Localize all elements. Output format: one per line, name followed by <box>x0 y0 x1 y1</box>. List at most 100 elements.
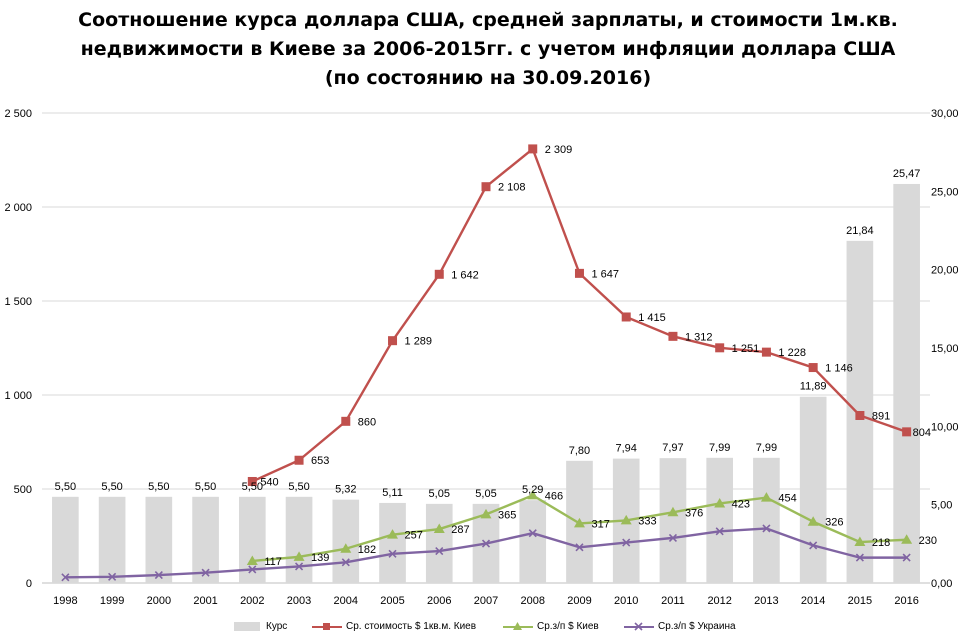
bar-data-label: 7,80 <box>569 445 590 457</box>
triangle-marker <box>246 555 258 566</box>
triangle-marker <box>901 534 913 544</box>
x-axis-tick-label: 2005 <box>380 595 404 607</box>
bar <box>659 458 687 583</box>
bar <box>893 183 920 583</box>
bar-data-label: 5,05 <box>429 488 450 500</box>
triangle-marker <box>667 506 679 517</box>
bar <box>519 500 547 583</box>
triangle-marker <box>807 516 819 526</box>
triangle-marker <box>854 536 866 547</box>
salary-kiev-data-label: 326 <box>825 517 843 529</box>
x-marker <box>481 539 491 548</box>
x-axis-tick-label: 2000 <box>147 595 171 607</box>
price-data-label: 891 <box>872 410 890 422</box>
chart-title-line-2: недвижимости в Киеве за 2006-2015гг. с у… <box>80 38 896 60</box>
salary-kiev-data-label: 466 <box>545 490 563 502</box>
salary-kiev-data-label: 454 <box>778 493 796 505</box>
bar <box>285 496 313 583</box>
x-axis-tick-label: 2009 <box>567 595 591 607</box>
chart-title-line-1: Соотношение курса доллара США, средней з… <box>78 9 898 31</box>
left-axis-tick-label: 0 <box>26 578 32 590</box>
triangle-marker <box>527 489 539 500</box>
x-marker <box>668 533 678 542</box>
right-axis-tick-label: 5,00 <box>931 500 952 512</box>
x-marker <box>294 562 304 571</box>
legend: Курс Ср. стоимость $ 1кв.м. Киев Ср.з/п … <box>0 620 976 636</box>
square-marker <box>808 363 818 373</box>
x-marker <box>809 541 818 550</box>
legend-label-price: Ср. стоимость $ 1кв.м. Киев <box>346 621 477 632</box>
salary-kiev-data-label: 365 <box>498 509 516 521</box>
salary-kiev-data-label: 376 <box>685 507 703 519</box>
square-marker <box>902 427 912 437</box>
x-marker <box>201 568 210 577</box>
triangle-marker <box>760 492 772 502</box>
bar <box>98 496 126 583</box>
x-axis-tick-label: 2002 <box>240 595 264 607</box>
left-axis-tick-label: 1 500 <box>4 296 32 308</box>
price-data-label: 804 <box>913 427 931 439</box>
x-axis-tick-label: 2015 <box>848 595 872 607</box>
salary-kiev-data-label: 257 <box>405 530 423 542</box>
triangle-marker <box>433 523 445 534</box>
x-axis-tick-label: 2016 <box>894 595 918 607</box>
triangle-marker <box>387 529 399 539</box>
price-data-label: 860 <box>358 416 376 428</box>
price-data-label: 1 289 <box>405 336 433 348</box>
x-axis-tick-label: 2010 <box>614 595 638 607</box>
bar <box>379 502 406 583</box>
square-marker <box>434 269 444 279</box>
triangle-marker <box>293 551 305 561</box>
x-marker <box>622 538 631 547</box>
legend-label-salary-kiev: Ср.з/п $ Киев <box>537 621 599 632</box>
triangle-marker <box>620 514 632 525</box>
x-axis-tick-label: 2013 <box>754 595 778 607</box>
bar-data-label: 21,84 <box>846 225 874 237</box>
bar-data-label: 7,99 <box>709 442 730 454</box>
bar-data-label: 5,50 <box>55 481 76 493</box>
x-marker <box>528 529 537 538</box>
x-marker <box>902 553 911 562</box>
x-axis-tick-label: 2003 <box>287 595 311 607</box>
salary-kiev-data-label: 333 <box>638 515 656 527</box>
bar <box>753 457 780 583</box>
legend-swatch-bar <box>234 622 260 631</box>
price-data-label: 1 647 <box>591 268 619 280</box>
x-marker <box>108 572 117 581</box>
x-marker <box>388 549 397 558</box>
salary-kiev-data-label: 139 <box>311 552 329 564</box>
salary-kiev-data-label: 423 <box>732 498 750 510</box>
x-axis-tick-label: 2007 <box>474 595 498 607</box>
x-marker <box>154 571 163 580</box>
triangle-marker <box>714 497 726 508</box>
bar-data-label: 7,99 <box>756 442 777 454</box>
salary-kiev-data-label: 218 <box>872 537 890 549</box>
left-axis-tick-label: 1 000 <box>4 390 32 402</box>
bar-data-label: 5,50 <box>288 481 309 493</box>
square-marker <box>294 455 304 465</box>
x-axis-tick-label: 1999 <box>100 595 124 607</box>
x-axis-tick-label: 2011 <box>661 595 685 607</box>
right-axis-tick-label: 25,00 <box>931 186 959 198</box>
x-marker <box>762 524 771 533</box>
price-data-label: 1 312 <box>685 331 713 343</box>
price-data-label: 540 <box>260 476 278 488</box>
legend-label-kurs: Курс <box>266 621 288 632</box>
salary-kiev-data-label: 117 <box>264 556 282 568</box>
bar-data-label: 5,50 <box>242 481 263 493</box>
bar-data-label: 25,47 <box>893 168 921 180</box>
bar <box>145 496 173 583</box>
square-marker <box>574 268 584 278</box>
x-marker <box>855 553 864 562</box>
price-data-label: 1 228 <box>778 347 806 359</box>
legend-triangle-marker-icon <box>513 622 522 630</box>
x-axis-tick-label: 2001 <box>193 595 217 607</box>
chart-title-line-3: (по состоянию на 30.09.2016) <box>324 67 652 89</box>
triangle-marker <box>573 517 585 528</box>
price-data-label: 1 415 <box>638 312 666 324</box>
square-marker <box>621 312 631 322</box>
bar-data-label: 11,89 <box>800 381 827 393</box>
x-axis-tick-label: 2014 <box>801 595 825 607</box>
square-marker <box>855 410 865 420</box>
